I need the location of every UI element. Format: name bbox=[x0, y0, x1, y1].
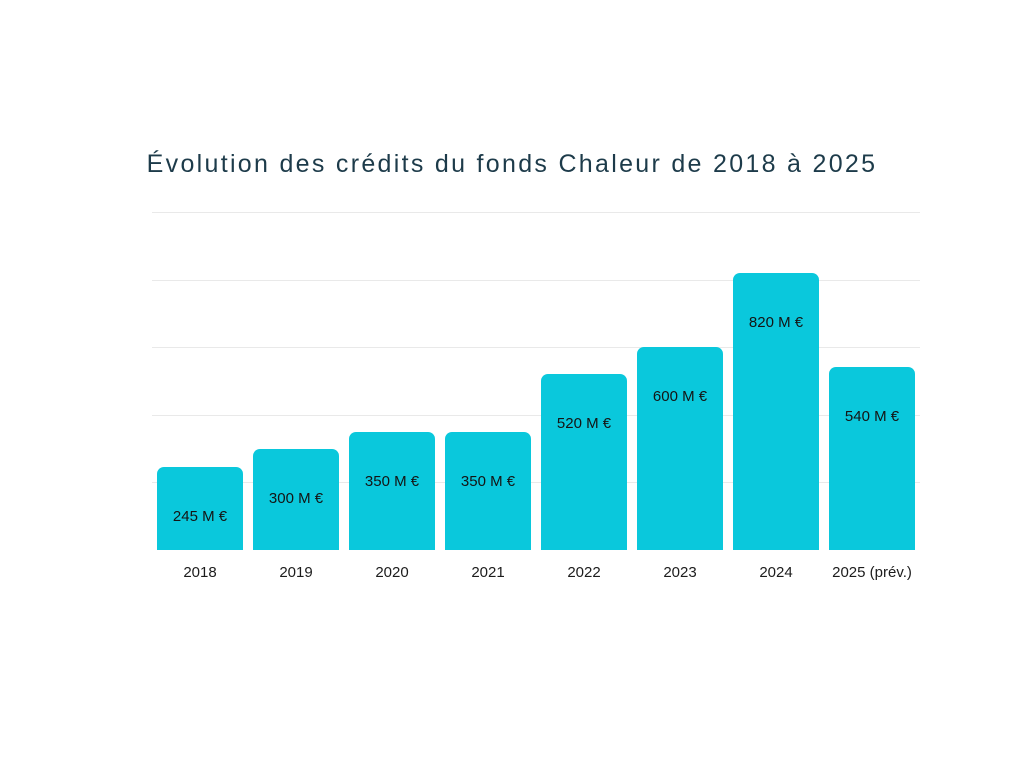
bar-group[interactable]: 300 M € 2019 bbox=[253, 212, 339, 581]
chart-title: Évolution des crédits du fonds Chaleur d… bbox=[146, 150, 878, 178]
bar-value-label: 300 M € bbox=[268, 489, 324, 507]
bar[interactable] bbox=[733, 272, 819, 550]
x-axis-tick-label: 2019 bbox=[279, 564, 313, 581]
bar-group[interactable]: 520 M € 2022 bbox=[541, 212, 627, 581]
bar-group[interactable]: 350 M € 2020 bbox=[349, 212, 435, 581]
x-axis-tick-label: 2024 bbox=[759, 564, 793, 581]
x-axis-tick-label: 2022 bbox=[567, 564, 601, 581]
bar-value-label: 540 M € bbox=[844, 408, 900, 426]
bar[interactable] bbox=[541, 374, 627, 550]
bar-value-label: 820 M € bbox=[748, 313, 804, 331]
gridline bbox=[152, 347, 920, 349]
x-axis-tick-label: 2020 bbox=[375, 564, 409, 581]
bar-series: 245 M €2018 300 M €2019 350 M €2020 350 M €… bbox=[152, 212, 920, 581]
x-axis-tick-label: 2023 bbox=[663, 564, 697, 581]
bar-group[interactable]: 245 M € 2018 bbox=[157, 212, 243, 581]
gridline bbox=[152, 414, 920, 416]
plot-area: 0 M €200 M €400 M €600 M €800 M €1000 M … bbox=[152, 212, 920, 581]
bar-group[interactable]: 820 M € 2024 bbox=[733, 212, 819, 581]
bar[interactable] bbox=[829, 367, 915, 550]
bar-value-label: 350 M € bbox=[364, 472, 420, 490]
bar-value-label: 600 M € bbox=[652, 388, 708, 406]
bar-value-label: 520 M € bbox=[556, 415, 612, 433]
x-axis-tick-label: 2018 bbox=[183, 564, 217, 581]
bar[interactable] bbox=[445, 431, 531, 550]
x-axis-tick-label: 2025 (prév.) bbox=[832, 564, 912, 581]
bar-value-label: 245 M € bbox=[172, 508, 228, 526]
bar[interactable] bbox=[349, 431, 435, 550]
bar-group[interactable]: 350 M € 2021 bbox=[445, 212, 531, 581]
gridline bbox=[152, 279, 920, 281]
gridline bbox=[152, 482, 920, 484]
bar-group[interactable]: 600 M € 2023 bbox=[637, 212, 723, 581]
bar[interactable] bbox=[157, 467, 243, 550]
x-axis-tick-label: 2021 bbox=[471, 564, 505, 581]
bar[interactable] bbox=[637, 347, 723, 550]
gridline bbox=[152, 212, 920, 213]
bar[interactable] bbox=[253, 448, 339, 550]
bar-group[interactable]: 540 M € 2025 (prév.) bbox=[829, 212, 915, 581]
bar-value-label: 350 M € bbox=[460, 472, 516, 490]
